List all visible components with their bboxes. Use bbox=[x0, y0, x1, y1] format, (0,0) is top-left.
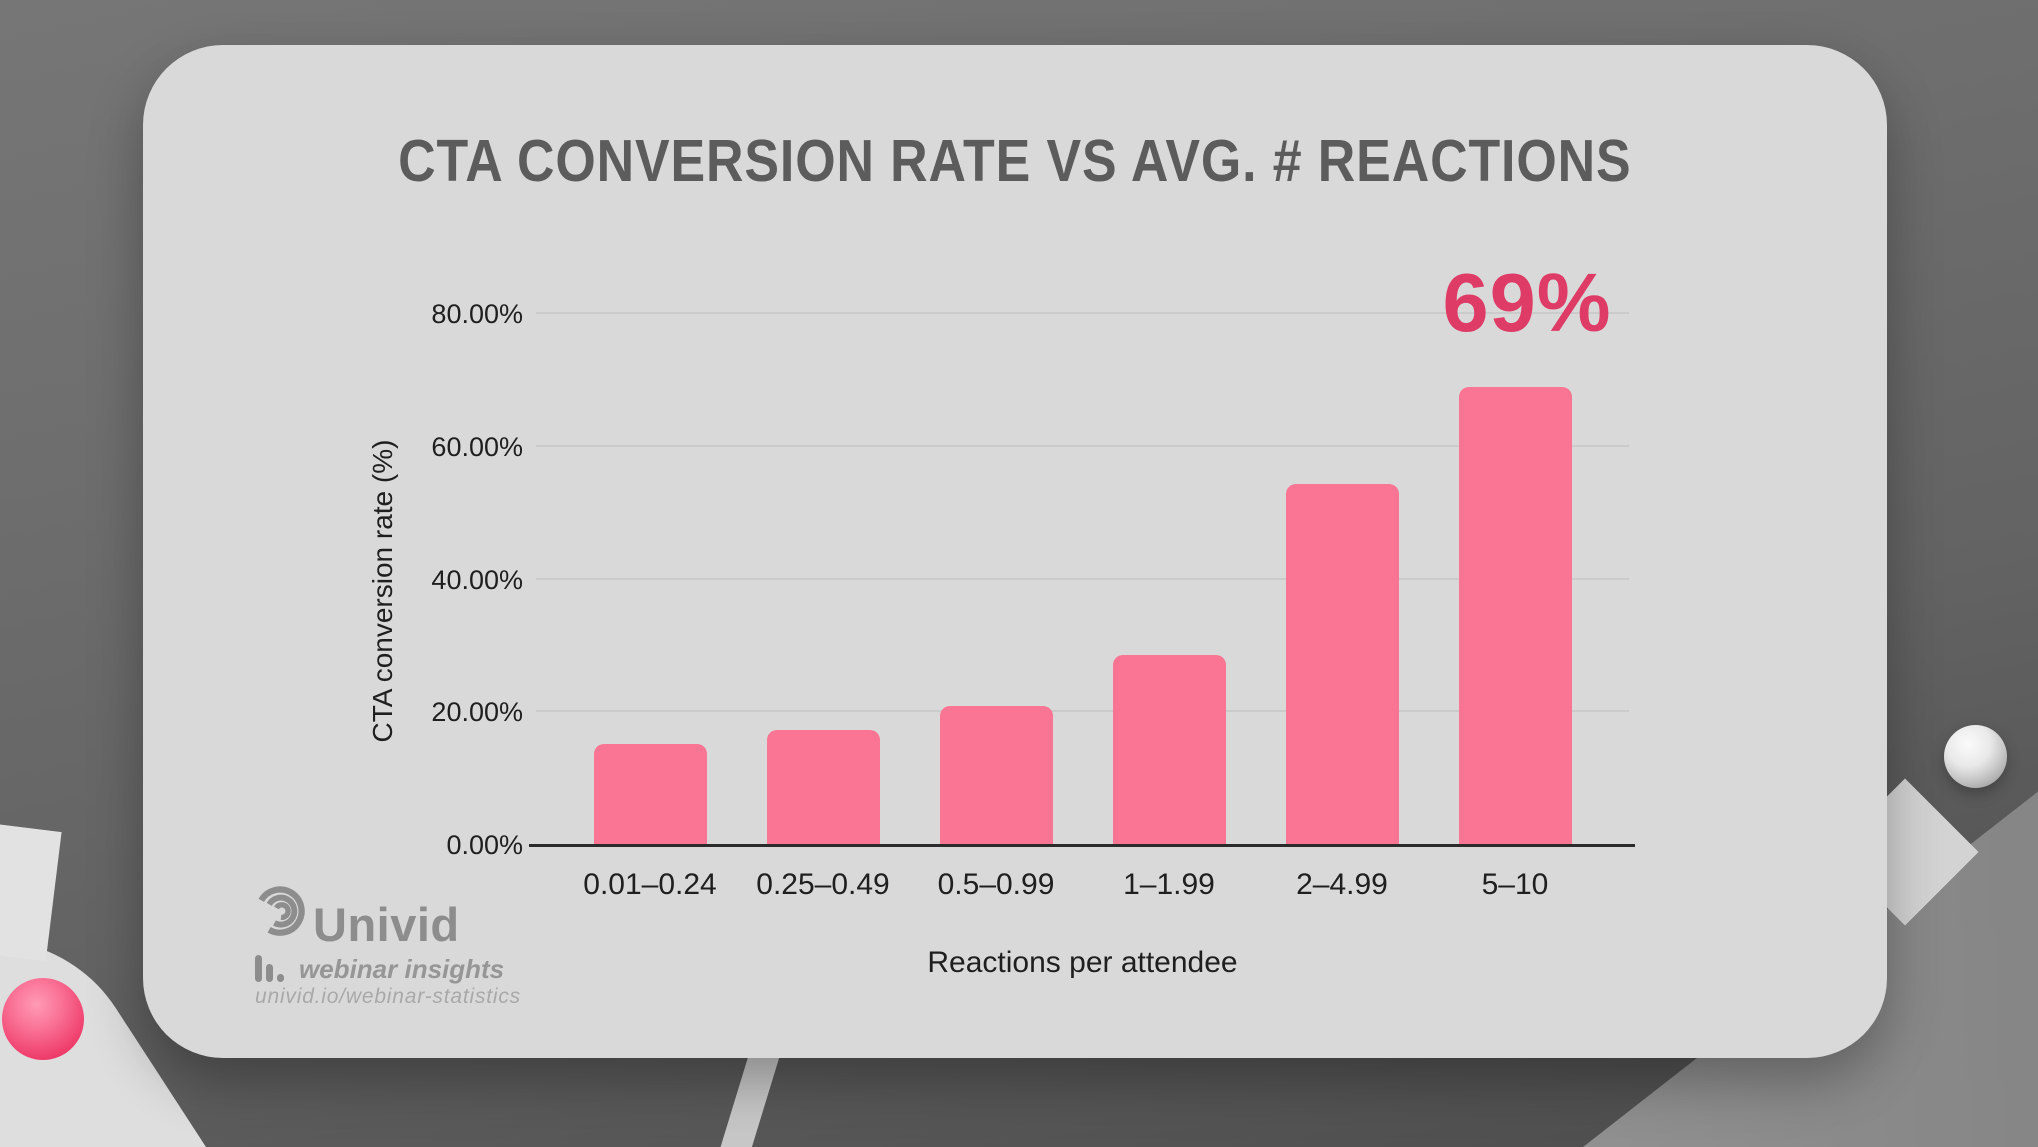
y-tick-label: 60.00% bbox=[431, 431, 523, 462]
bar bbox=[1285, 483, 1399, 845]
gridline bbox=[536, 577, 1629, 580]
website-url: univid.io/webinar-statistics bbox=[255, 985, 521, 1008]
y-tick-label: 80.00% bbox=[431, 299, 523, 329]
x-tick-label: 0.5–0.99 bbox=[937, 868, 1055, 901]
left-edge-square-shape bbox=[0, 820, 62, 962]
x-tick-label: 0.25–0.49 bbox=[756, 868, 890, 901]
pink-circle-decoration bbox=[2, 978, 84, 1060]
tagline-row: webinar insights bbox=[255, 955, 504, 982]
univid-arcs-icon bbox=[255, 886, 305, 936]
x-tick-label: 2–4.99 bbox=[1296, 868, 1388, 901]
x-tick-label: 1–1.99 bbox=[1123, 868, 1215, 901]
y-tick-label: 40.00% bbox=[431, 564, 523, 595]
x-tick-label: 5–10 bbox=[1481, 868, 1549, 901]
bar bbox=[766, 730, 880, 845]
chart-card: CTA CONVERSION RATE VS AVG. # REACTIONS … bbox=[143, 45, 1887, 1058]
x-axis-title: Reactions per attendee bbox=[927, 946, 1238, 979]
gridline bbox=[536, 312, 1629, 314]
gridline bbox=[536, 710, 1629, 713]
page-title-wrap: CTA CONVERSION RATE VS AVG. # REACTIONS bbox=[143, 127, 1887, 195]
bar-chart-icon bbox=[255, 955, 284, 982]
bar bbox=[1458, 387, 1572, 845]
univid-logo-text: Univid bbox=[313, 897, 460, 951]
x-tick-label: 0.01–0.24 bbox=[583, 868, 717, 901]
bar-chart: CTA conversion rate (%) 69% Reactions pe… bbox=[143, 45, 1887, 1058]
plot-area: 69% bbox=[529, 256, 1635, 847]
bar bbox=[939, 705, 1053, 845]
bar bbox=[593, 744, 707, 845]
bar-value-annotation: 69% bbox=[1442, 256, 1612, 350]
y-tick-label: 20.00% bbox=[431, 697, 523, 728]
x-baseline bbox=[529, 844, 1635, 847]
chart-title: CTA CONVERSION RATE VS AVG. # REACTIONS bbox=[398, 128, 1632, 194]
gridline bbox=[536, 444, 1629, 447]
y-tick-label: 0.00% bbox=[446, 830, 523, 860]
silver-sphere-decoration bbox=[1944, 725, 2007, 788]
tagline-text: webinar insights bbox=[299, 954, 505, 984]
univid-logo: Univid bbox=[253, 880, 460, 951]
bar bbox=[1112, 655, 1226, 845]
